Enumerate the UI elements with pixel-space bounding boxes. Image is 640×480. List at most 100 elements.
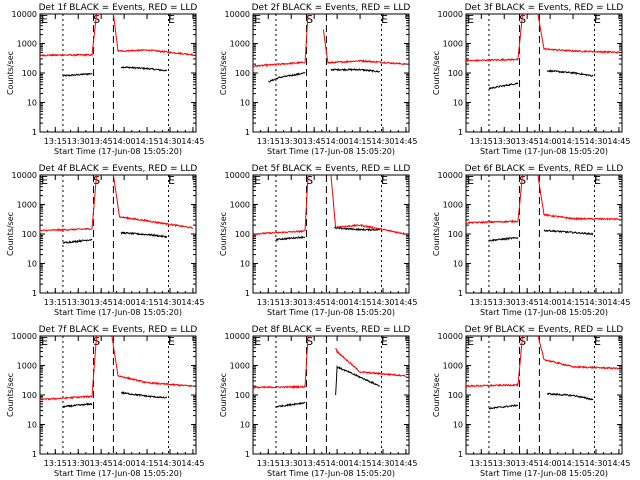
x-tick-label: 13:30 — [67, 459, 90, 468]
y-tick-label: 1000 — [443, 201, 463, 210]
x-tick-label: 14:00 — [326, 298, 349, 307]
series-line-lld-segment-1 — [39, 335, 98, 401]
x-tick-label: 13:15 — [44, 459, 67, 468]
y-axis-label: Counts/sec — [219, 212, 228, 256]
x-tick-label: 14:30 — [584, 298, 607, 307]
series-events — [488, 69, 594, 90]
y-tick-label: 10000 — [12, 10, 37, 19]
series-line-lld-segment-1 — [465, 335, 524, 388]
y-axis-label: Counts/sec — [6, 212, 15, 256]
series-line-events-segment-1 — [62, 402, 93, 409]
x-tick-label: 14:30 — [584, 459, 607, 468]
x-tick-label: 14:00 — [539, 137, 562, 146]
y-tick-label: 100 — [235, 230, 250, 239]
series-line-lld-segment-2 — [537, 174, 619, 221]
y-axis-label: Counts/sec — [6, 373, 15, 417]
y-tick-label: 10000 — [225, 332, 250, 341]
event-marker-e: E — [254, 335, 261, 348]
chart-title: Det 4f BLACK = Events, RED = LLD — [39, 164, 198, 174]
x-tick-label: 14:45 — [607, 137, 630, 146]
event-marker-s: S — [519, 174, 526, 187]
chart-panel-3: Det 3f BLACK = Events, RED = LLD 1 10 100 10… — [432, 3, 630, 156]
x-tick-label: 13:30 — [67, 137, 90, 146]
y-tick-label: 1000 — [443, 40, 463, 49]
x-tick-label: 13:15 — [44, 137, 67, 146]
x-tick-label: 14:45 — [181, 298, 204, 307]
y-tick-label: 1 — [458, 450, 463, 459]
x-axis-label: Start Time (17-Jun-08 15:05:20) — [54, 308, 182, 317]
chart-panel-9: Det 9f BLACK = Events, RED = LLD 1 10 100 10… — [432, 325, 630, 478]
series-lld — [40, 13, 194, 57]
x-tick-label: 14:45 — [394, 459, 417, 468]
event-marker-e: E — [381, 174, 388, 187]
y-tick-label: 1 — [32, 289, 37, 298]
y-tick-label: 1000 — [230, 201, 250, 210]
event-marker-s: S — [306, 335, 313, 348]
y-tick-label: 100 — [235, 391, 250, 400]
series-line-events-segment-2 — [120, 65, 168, 72]
x-tick-label: 14:30 — [584, 137, 607, 146]
event-marker-s: S — [519, 335, 526, 348]
series-line-lld-segment-2 — [322, 29, 407, 66]
event-marker-e: E — [168, 13, 175, 26]
x-tick-label: 13:15 — [257, 298, 280, 307]
x-tick-label: 14:00 — [326, 137, 349, 146]
x-tick-label: 14:30 — [371, 459, 394, 468]
y-tick-label: 10 — [27, 260, 37, 269]
y-tick-label: 100 — [22, 230, 37, 239]
x-tick-label: 14:15 — [349, 137, 372, 146]
x-tick-label: 14:45 — [607, 298, 630, 307]
x-tick-label: 14:15 — [136, 137, 159, 146]
series-events — [488, 229, 594, 242]
x-tick-label: 13:45 — [303, 298, 326, 307]
x-axis-label: Start Time (17-Jun-08 15:05:20) — [480, 308, 608, 317]
chart-title: Det 6f BLACK = Events, RED = LLD — [465, 164, 624, 174]
series-line-events-segment-2 — [546, 69, 594, 77]
event-marker-e: E — [254, 174, 261, 187]
x-tick-label: 14:00 — [326, 459, 349, 468]
x-tick-label: 13:45 — [90, 137, 113, 146]
event-marker-e: E — [41, 174, 48, 187]
series-line-events-segment-2 — [334, 226, 380, 232]
x-tick-label: 13:45 — [90, 459, 113, 468]
y-tick-label: 100 — [22, 391, 37, 400]
x-tick-label: 14:45 — [394, 137, 417, 146]
x-tick-label: 13:45 — [516, 137, 539, 146]
x-tick-label: 14:30 — [371, 298, 394, 307]
x-tick-label: 13:15 — [257, 137, 280, 146]
chart-title: Det 3f BLACK = Events, RED = LLD — [465, 3, 624, 13]
event-marker-e: E — [168, 174, 175, 187]
x-tick-label: 13:30 — [280, 459, 303, 468]
series-line-lld-segment-1 — [465, 174, 524, 225]
x-tick-label: 14:15 — [562, 137, 585, 146]
x-tick-label: 13:15 — [470, 137, 493, 146]
series-line-events-segment-2 — [547, 392, 594, 401]
y-tick-label: 100 — [448, 69, 463, 78]
chart-title: Det 2f BLACK = Events, RED = LLD — [252, 3, 411, 13]
x-axis-label: Start Time (17-Jun-08 15:05:20) — [54, 147, 182, 156]
series-line-events-segment-1 — [488, 236, 519, 242]
event-marker-e: E — [467, 174, 474, 187]
y-axis-label: Counts/sec — [219, 373, 228, 417]
chart-panel-2: Det 2f BLACK = Events, RED = LLD 1 10 100 10… — [219, 3, 417, 156]
x-tick-label: 13:15 — [470, 459, 493, 468]
event-marker-s: S — [93, 13, 100, 26]
event-marker-e: E — [381, 335, 388, 348]
x-tick-label: 14:15 — [562, 459, 585, 468]
series-events — [275, 226, 380, 242]
x-tick-label: 13:15 — [44, 298, 67, 307]
event-marker-s: S — [519, 13, 526, 26]
series-lld — [465, 13, 620, 63]
series-events — [62, 65, 168, 78]
x-tick-label: 13:45 — [303, 137, 326, 146]
series-events — [62, 391, 168, 409]
y-axis-label: Counts/sec — [219, 51, 228, 95]
event-marker-e: E — [594, 174, 601, 187]
x-tick-label: 13:30 — [493, 459, 516, 468]
y-tick-label: 1 — [458, 128, 463, 137]
x-tick-label: 14:00 — [113, 137, 136, 146]
series-line-lld-segment-2 — [537, 13, 620, 54]
y-tick-label: 10 — [240, 260, 250, 269]
series-line-lld-segment-1 — [465, 13, 524, 63]
